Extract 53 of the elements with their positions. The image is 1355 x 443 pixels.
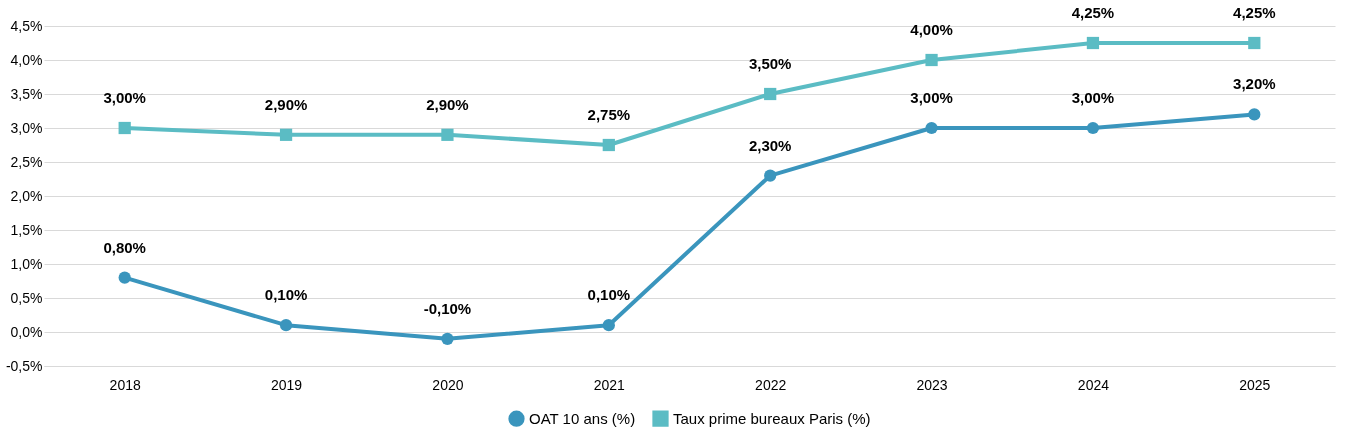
- x-tick-label: 2018: [109, 376, 141, 393]
- point: [118, 271, 131, 284]
- point: [764, 169, 777, 182]
- point: [1086, 121, 1100, 135]
- y-tick-label: 4,5%: [10, 17, 43, 34]
- point: [441, 128, 454, 141]
- data-label: 3,00%: [103, 89, 146, 106]
- data-label: 4,25%: [1071, 4, 1115, 21]
- point: [925, 121, 938, 135]
- data-label: 3,50%: [748, 55, 792, 72]
- y-tick-label: 0,5%: [10, 289, 43, 306]
- point: [118, 121, 131, 135]
- data-label: -0,10%: [423, 299, 472, 317]
- data-label: 3,00%: [1071, 89, 1115, 106]
- x-tick-label: 2021: [593, 376, 626, 393]
- y-tick-label: 0,0%: [10, 323, 43, 340]
- data-label: 3,00%: [910, 89, 953, 106]
- point: [925, 53, 938, 67]
- y-tick-label: 2,5%: [10, 153, 43, 170]
- point: [602, 138, 615, 152]
- point: [279, 128, 293, 141]
- x-tick-label: 2025: [1239, 376, 1271, 393]
- data-label: 4,00%: [910, 21, 953, 38]
- point: [602, 319, 615, 332]
- data-label: 3,20%: [1233, 75, 1276, 93]
- data-label: 2,30%: [748, 136, 792, 154]
- y-tick-label: -0,5%: [5, 357, 43, 374]
- y-tick-label: 2,0%: [10, 187, 43, 204]
- legend-label: Taux prime bureaux Paris (%): [673, 409, 871, 427]
- data-label: 0,10%: [587, 286, 631, 304]
- x-tick-label: 2024: [1077, 376, 1110, 393]
- legend-label: OAT 10 ans (%): [529, 409, 636, 427]
- data-label: 2,75%: [587, 106, 631, 123]
- point: [764, 87, 777, 101]
- data-label: 4,25%: [1233, 4, 1276, 21]
- y-tick-label: 4,0%: [10, 51, 43, 68]
- x-tick-label: 2022: [755, 376, 787, 393]
- y-tick-label: 3,5%: [10, 85, 43, 102]
- point: [1248, 108, 1261, 121]
- data-label: 2,90%: [426, 95, 469, 113]
- y-tick-label: 1,0%: [10, 255, 43, 272]
- x-tick-label: 2019: [270, 376, 303, 393]
- y-tick-label: 3,0%: [10, 119, 43, 136]
- x-tick-label: 2020: [432, 376, 464, 393]
- point: [1248, 36, 1261, 50]
- point: [279, 319, 293, 332]
- point: [441, 332, 454, 345]
- data-label: 2,90%: [264, 95, 308, 113]
- data-label: 0,80%: [103, 238, 146, 256]
- data-label: 0,10%: [264, 286, 308, 304]
- y-tick-label: 1,5%: [10, 221, 43, 238]
- x-tick-label: 2023: [916, 376, 948, 393]
- point: [1086, 36, 1100, 50]
